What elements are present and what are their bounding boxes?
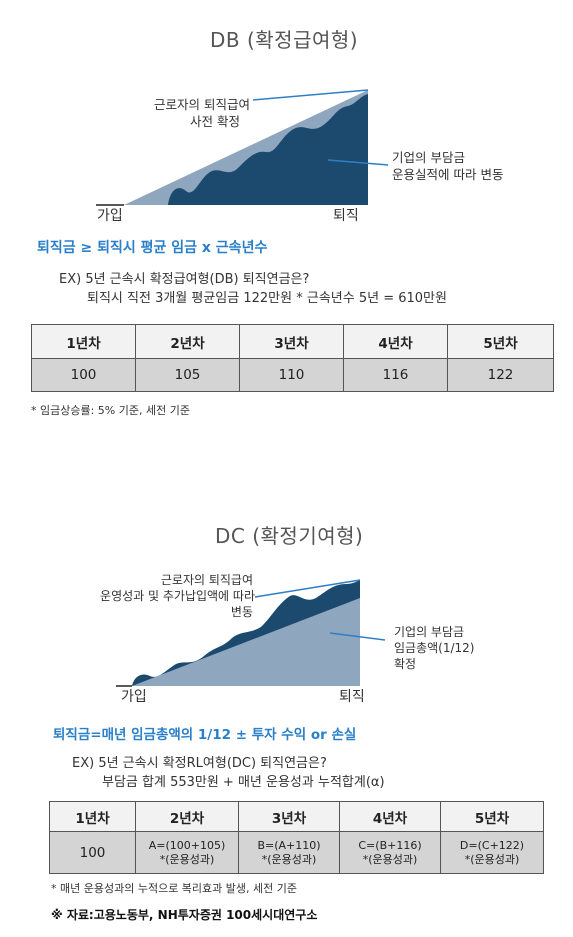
dc-example-line2: 부담금 합계 553만원 + 매년 운용성과 누적합계(α) bbox=[102, 775, 385, 790]
dc-worker-label: 근로자의 퇴직급여 운영성과 및 추가납입액에 따라 변동 bbox=[60, 572, 255, 620]
dc-company-label-line1: 기업의 부담금 bbox=[394, 625, 465, 639]
db-table-header-cell: 1년차 bbox=[31, 324, 136, 359]
dc-axis-end-label: 퇴직 bbox=[339, 689, 365, 705]
dc-cell-line1: D=(C+122) bbox=[459, 838, 525, 852]
dc-example-line1: EX) 5년 근속시 확정RL여형(DC) 퇴직연금은? bbox=[72, 756, 327, 771]
db-table-header-cell: 2년차 bbox=[135, 324, 240, 359]
db-company-contribution-area bbox=[168, 94, 368, 205]
dc-yearly-table: 1년차 2년차 3년차 4년차 5년차 100 A=(100+105) *(운용… bbox=[49, 801, 544, 874]
db-diagram bbox=[96, 89, 389, 206]
dc-table-value-cell: D=(C+122) *(운용성과) bbox=[440, 831, 544, 874]
dc-company-contribution-area bbox=[132, 598, 360, 686]
dc-table-header-row: 1년차 2년차 3년차 4년차 5년차 bbox=[49, 801, 544, 832]
dc-company-label: 기업의 부담금 임금총액(1/12) 확정 bbox=[394, 624, 474, 672]
dc-table-value-row: 100 A=(100+105) *(운용성과) B=(A+110) *(운용성과… bbox=[49, 831, 544, 874]
db-title: DB (확정급여형) bbox=[210, 28, 359, 52]
db-example-line2: 퇴직시 직전 3개월 평균임금 122만원 * 근속년수 5년 = 610만원 bbox=[87, 291, 447, 306]
db-table-value-cell: 105 bbox=[135, 358, 240, 392]
dc-worker-label-line1: 근로자의 퇴직급여 bbox=[160, 573, 253, 587]
dc-table-value-cell: B=(A+110) *(운용성과) bbox=[238, 831, 340, 874]
db-example-line1: EX) 5년 근속시 확정급여형(DB) 퇴직연금은? bbox=[59, 272, 310, 287]
db-example: EX) 5년 근속시 확정급여형(DB) 퇴직연금은? 퇴직시 직전 3개월 평… bbox=[59, 270, 447, 308]
db-table-header-cell: 4년차 bbox=[343, 324, 448, 359]
dc-company-label-line3: 확정 bbox=[394, 657, 417, 671]
dc-table-value-cell: A=(100+105) *(운용성과) bbox=[135, 831, 239, 874]
source-credit: ※ 자료:고용노동부, NH투자증권 100세시대연구소 bbox=[51, 908, 318, 922]
db-table-header-cell: 5년차 bbox=[447, 324, 554, 359]
db-axis-start-label: 가입 bbox=[97, 208, 123, 224]
dc-worker-label-line3: 변동 bbox=[230, 605, 253, 619]
dc-formula: 퇴직금=매년 임금총액의 1/12 ± 투자 수익 or 손실 bbox=[53, 727, 357, 743]
db-table-header-row: 1년차 2년차 3년차 4년차 5년차 bbox=[31, 324, 554, 359]
dc-axis-start-label: 가입 bbox=[121, 689, 147, 705]
dc-example: EX) 5년 근속시 확정RL여형(DC) 퇴직연금은? 부담금 합계 553만… bbox=[72, 754, 385, 792]
dc-cell-line1: C=(B+116) bbox=[358, 838, 422, 852]
db-table-value-row: 100 105 110 116 122 bbox=[31, 358, 554, 392]
db-worker-label-line2: 사전 확정 bbox=[190, 114, 240, 129]
dc-diagram bbox=[116, 579, 386, 687]
dc-cell-line1: A=(100+105) bbox=[148, 838, 226, 852]
db-table-value-cell: 116 bbox=[343, 358, 448, 392]
db-table-value-cell: 122 bbox=[447, 358, 554, 392]
dc-cell-line1: 100 bbox=[79, 844, 106, 861]
db-table-header-cell: 3년차 bbox=[239, 324, 344, 359]
db-formula: 퇴직금 ≥ 퇴직시 평균 임금 x 근속년수 bbox=[37, 240, 268, 256]
dc-cell-line1: B=(A+110) bbox=[257, 838, 321, 852]
dc-worker-leader-line bbox=[254, 579, 361, 598]
db-axis-end-label: 퇴직 bbox=[333, 208, 359, 224]
db-yearly-table: 1년차 2년차 3년차 4년차 5년차 100 105 110 116 122 bbox=[31, 324, 554, 392]
dc-cell-line2: *(운용성과) bbox=[261, 852, 317, 866]
db-company-label-line1: 기업의 부담금 bbox=[392, 150, 465, 165]
dc-company-leader-line bbox=[329, 632, 386, 641]
db-table-value-cell: 100 bbox=[31, 358, 136, 392]
dc-table-header-cell: 5년차 bbox=[440, 801, 544, 832]
db-table-value-cell: 110 bbox=[239, 358, 344, 392]
db-worker-label: 근로자의 퇴직급여 사전 확정 bbox=[118, 96, 250, 130]
db-company-leader-line bbox=[327, 159, 389, 166]
dc-cell-line2: *(운용성과) bbox=[464, 852, 520, 866]
db-note: * 임금상승률: 5% 기준, 세전 기준 bbox=[31, 404, 190, 417]
db-worker-leader-line bbox=[252, 89, 369, 101]
dc-table-header-cell: 4년차 bbox=[339, 801, 441, 832]
db-worker-label-line1: 근로자의 퇴직급여 bbox=[154, 97, 250, 112]
dc-table-value-cell: C=(B+116) *(운용성과) bbox=[339, 831, 441, 874]
dc-table-header-cell: 2년차 bbox=[135, 801, 239, 832]
dc-table-value-cell: 100 bbox=[49, 831, 136, 874]
db-company-label-line2: 운용실적에 따라 변동 bbox=[392, 167, 504, 182]
dc-company-label-line2: 임금총액(1/12) bbox=[394, 641, 475, 655]
db-company-label: 기업의 부담금 운용실적에 따라 변동 bbox=[392, 149, 503, 183]
dc-table-header-cell: 1년차 bbox=[49, 801, 136, 832]
dc-title: DC (확정기여형) bbox=[215, 524, 364, 548]
dc-note: * 매년 운용성과의 누적으로 복리효과 발생, 세전 기준 bbox=[51, 882, 297, 895]
dc-cell-line2: *(운용성과) bbox=[362, 852, 418, 866]
dc-worker-label-line2: 운영성과 및 추가납입액에 따라 bbox=[100, 589, 255, 603]
dc-table-header-cell: 3년차 bbox=[238, 801, 340, 832]
dc-cell-line2: *(운용성과) bbox=[159, 852, 215, 866]
